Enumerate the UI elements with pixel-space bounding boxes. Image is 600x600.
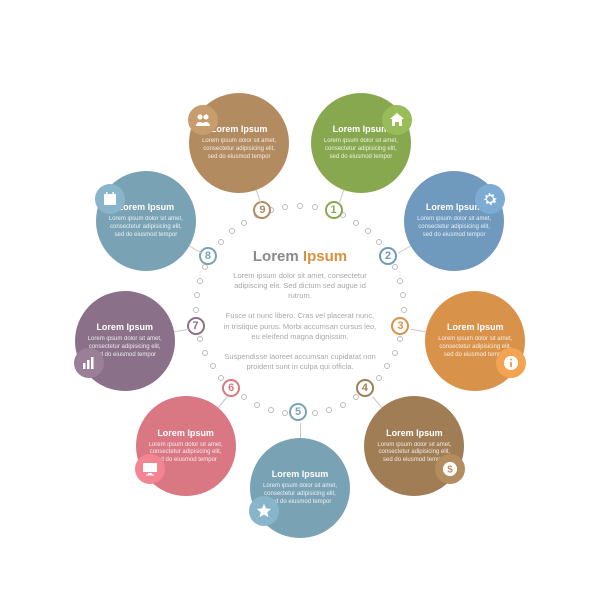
step-number-8: 8: [199, 247, 217, 265]
step-number-4: 4: [356, 379, 374, 397]
step-body-2: Lorem ipsum dolor sit amet, consectetur …: [414, 216, 494, 239]
connector-1: [338, 190, 344, 204]
center-body: Lorem ipsum dolor sit amet, consectetur …: [222, 271, 378, 372]
step-title-3: Lorem Ipsum: [447, 322, 504, 332]
center-circle: Lorem Ipsum Lorem ipsum dolor sit amet, …: [208, 218, 392, 402]
step-body-1: Lorem ipsum dolor sit amet, consectetur …: [321, 138, 401, 161]
step-number-6: 6: [222, 379, 240, 397]
step-title-5: Lorem Ipsum: [272, 469, 329, 479]
step-title-7: Lorem Ipsum: [96, 322, 153, 332]
step-body-8: Lorem ipsum dolor sit amet, consectetur …: [106, 216, 186, 239]
step-title-8: Lorem Ipsum: [118, 202, 175, 212]
step-number-7: 7: [187, 317, 205, 335]
infographic-stage: Lorem Ipsum Lorem ipsum dolor sit amet, …: [0, 0, 600, 600]
connector-6: [217, 396, 227, 408]
center-title-word2: Ipsum: [303, 248, 347, 265]
connector-3: [411, 329, 426, 333]
info-icon: [496, 348, 526, 378]
gear-icon: [475, 184, 505, 214]
connector-2: [398, 246, 411, 254]
step-title-4: Lorem Ipsum: [386, 428, 443, 438]
home-icon: [382, 105, 412, 135]
connector-5: [300, 423, 301, 438]
star-icon: [249, 496, 279, 526]
step-number-3: 3: [391, 317, 409, 335]
connector-7: [174, 329, 189, 333]
step-title-9: Lorem Ipsum: [211, 124, 268, 134]
step-title-2: Lorem Ipsum: [426, 202, 483, 212]
step-number-9: 9: [253, 201, 271, 219]
center-title: Lorem Ipsum: [253, 248, 347, 265]
monitor-icon: [135, 454, 165, 484]
dollar-icon: [435, 454, 465, 484]
step-body-9: Lorem ipsum dolor sit amet, consectetur …: [199, 138, 279, 161]
step-title-1: Lorem Ipsum: [333, 124, 390, 134]
step-title-6: Lorem Ipsum: [157, 428, 214, 438]
step-number-5: 5: [289, 403, 307, 421]
step-number-2: 2: [379, 247, 397, 265]
calendar-icon: [95, 184, 125, 214]
chart-icon: [74, 348, 104, 378]
step-number-1: 1: [325, 201, 343, 219]
center-title-word1: Lorem: [253, 248, 299, 265]
